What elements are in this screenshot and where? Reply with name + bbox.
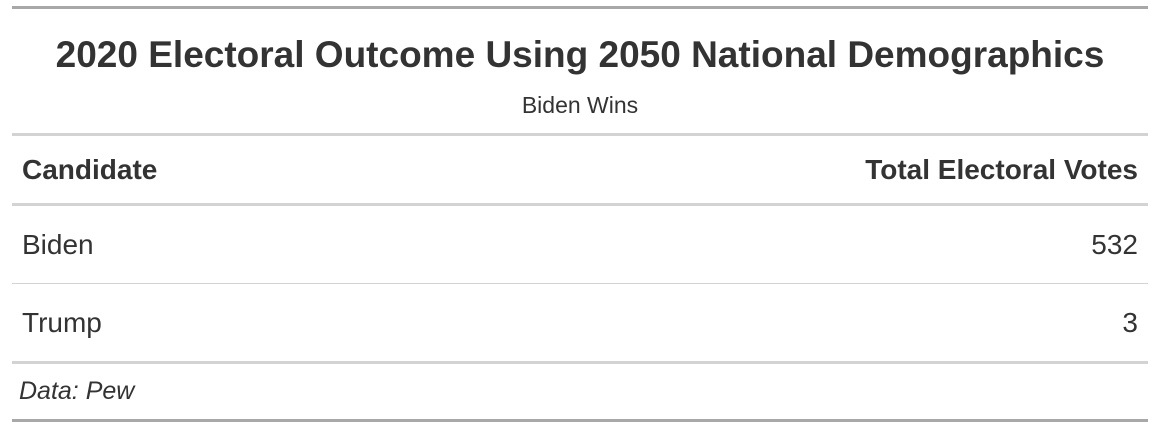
candidate-cell: Trump	[12, 283, 406, 364]
top-rule	[12, 6, 1148, 9]
column-header-candidate: Candidate	[12, 136, 406, 206]
table-row: Biden 532	[12, 204, 1148, 284]
bottom-rule	[12, 419, 1148, 422]
header-row: Candidate Total Electoral Votes	[12, 136, 1148, 206]
column-header-total-electoral-votes: Total Electoral Votes	[405, 136, 1148, 206]
source-note: Data: Pew	[19, 377, 135, 405]
table-title: 2020 Electoral Outcome Using 2050 Nation…	[55, 34, 1105, 75]
votes-cell: 532	[405, 204, 1148, 284]
table-row: Trump 3	[12, 283, 1148, 364]
heading-rule	[12, 133, 1148, 136]
candidate-cell: Biden	[12, 204, 406, 284]
results-table: Candidate Total Electoral Votes Biden 53…	[12, 136, 1148, 364]
votes-cell: 3	[405, 283, 1148, 364]
electoral-table: 2020 Electoral Outcome Using 2050 Nation…	[12, 6, 1148, 422]
table-subtitle: Biden Wins	[521, 92, 639, 118]
